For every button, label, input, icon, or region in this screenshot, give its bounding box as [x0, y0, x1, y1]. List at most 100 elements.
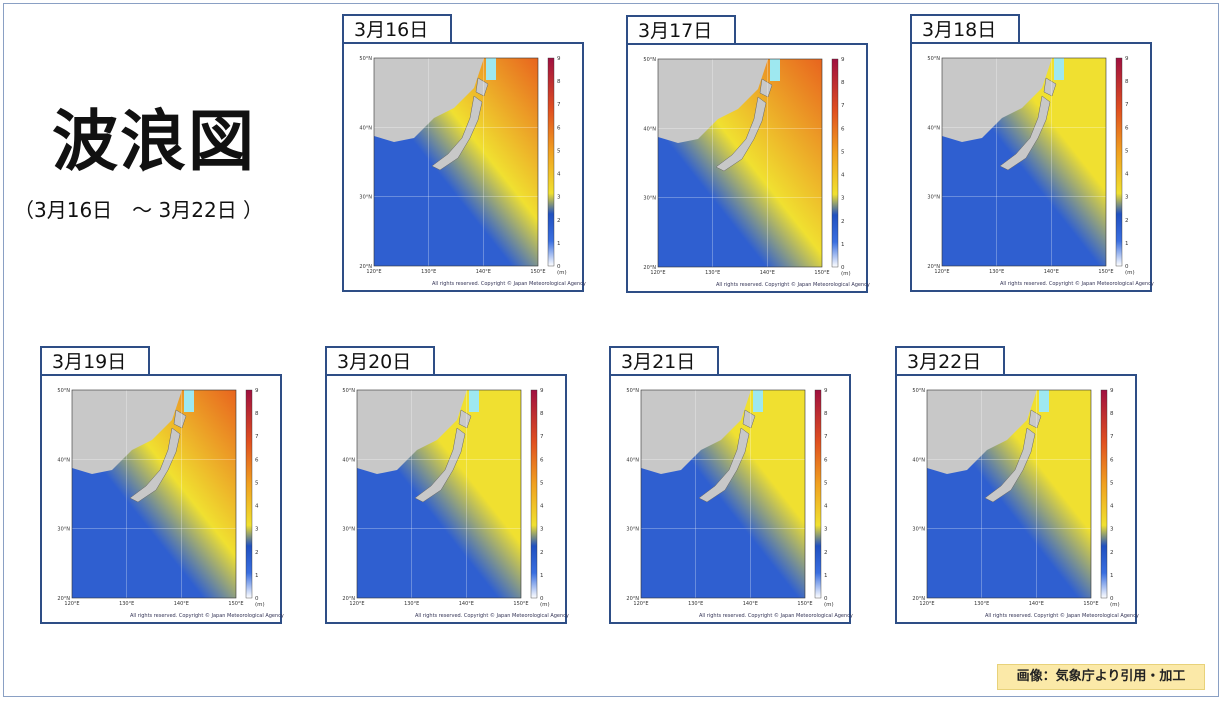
colorbar-tick-label: 5	[1125, 148, 1129, 154]
date-label: 3月19日	[40, 346, 150, 376]
lon-label: 120°E	[64, 601, 79, 607]
copyright-text: All rights reserved. Copyright © Japan M…	[716, 282, 870, 288]
lon-label: 130°E	[989, 269, 1004, 275]
lat-label: 50°N	[927, 56, 940, 62]
colorbar-tick-label: 7	[824, 434, 828, 440]
japan-land	[431, 95, 483, 171]
japan-land	[414, 427, 466, 503]
colorbar-tick-label: 3	[540, 527, 544, 533]
lon-label: 120°E	[919, 601, 934, 607]
continent-land	[72, 390, 182, 474]
date-label: 3月22日	[895, 346, 1005, 376]
lon-label: 150°E	[797, 601, 812, 607]
colorbar-tick-label: 8	[824, 411, 828, 417]
copyright-text: All rights reserved. Copyright © Japan M…	[985, 613, 1139, 619]
japan-land	[984, 427, 1036, 503]
lat-label: 20°N	[643, 265, 656, 271]
continent-land	[927, 390, 1037, 474]
lon-label: 120°E	[349, 601, 364, 607]
colorbar-tick-label: 0	[255, 596, 259, 602]
continent-land	[374, 58, 484, 142]
lon-label: 130°E	[974, 601, 989, 607]
lat-label: 30°N	[359, 195, 372, 201]
lat-label: 40°N	[912, 457, 925, 463]
colorbar-tick-label: 9	[540, 388, 544, 394]
wave-map: 50°N 40°N 30°N 20°N 120°E 130°E 140°E 150°E 9 8 7 6…	[895, 374, 1139, 624]
colorbar-tick-label: 6	[540, 457, 544, 463]
lon-label: 140°E	[1029, 601, 1044, 607]
colorbar-tick-label: 4	[255, 504, 259, 510]
sea-ice	[1039, 390, 1049, 412]
lon-label: 130°E	[421, 269, 436, 275]
colorbar	[547, 57, 555, 267]
continent-land	[658, 59, 768, 143]
colorbar-tick-label: 1	[557, 241, 561, 247]
colorbar-tick-label: 6	[1110, 457, 1114, 463]
lat-label: 40°N	[643, 126, 656, 132]
colorbar-tick-label: 5	[841, 149, 845, 155]
colorbar-tick-label: 3	[255, 527, 259, 533]
colorbar	[814, 389, 822, 599]
colorbar-tick-label: 7	[540, 434, 544, 440]
colorbar-tick-label: 9	[557, 56, 561, 62]
colorbar-tick-label: 3	[557, 195, 561, 201]
colorbar-tick-label: 2	[540, 550, 544, 556]
sea-ice	[770, 59, 780, 81]
sea-ice	[486, 58, 496, 80]
continent-land	[641, 390, 751, 474]
colorbar-tick-label: 0	[824, 596, 828, 602]
continent-land	[942, 58, 1052, 142]
colorbar	[245, 389, 253, 599]
lat-label: 50°N	[643, 57, 656, 63]
colorbar	[1115, 57, 1123, 267]
colorbar-tick-label: 2	[557, 218, 561, 224]
wave-map: 50°N 40°N 30°N 20°N 120°E 130°E 140°E 150°E 9 8 7 6…	[609, 374, 853, 624]
lat-label: 50°N	[359, 56, 372, 62]
lon-label: 140°E	[459, 601, 474, 607]
colorbar-tick-label: 2	[824, 550, 828, 556]
colorbar-tick-label: 2	[255, 550, 259, 556]
copyright-text: All rights reserved. Copyright © Japan M…	[1000, 281, 1154, 287]
lon-label: 150°E	[513, 601, 528, 607]
colorbar	[1100, 389, 1108, 599]
japan-land	[715, 96, 767, 172]
plot-border	[941, 57, 1107, 267]
colorbar-tick-label: 6	[1125, 125, 1129, 131]
lat-label: 20°N	[359, 264, 372, 270]
continent-land	[357, 390, 467, 474]
colorbar-unit: (m)	[255, 602, 265, 608]
date-label: 3月20日	[325, 346, 435, 376]
lat-label: 30°N	[57, 527, 70, 533]
colorbar-tick-label: 1	[540, 573, 544, 579]
hokkaido-land	[742, 409, 756, 429]
colorbar	[530, 389, 538, 599]
hokkaido-land	[1043, 77, 1057, 97]
lon-label: 150°E	[1098, 269, 1113, 275]
lat-label: 50°N	[626, 388, 639, 394]
plot-border	[373, 57, 539, 267]
colorbar-tick-label: 7	[255, 434, 259, 440]
colorbar-tick-label: 4	[841, 173, 845, 179]
sea-ice	[753, 390, 763, 412]
colorbar-tick-label: 0	[1110, 596, 1114, 602]
lon-label: 140°E	[760, 270, 775, 276]
lon-label: 130°E	[705, 270, 720, 276]
colorbar-tick-label: 6	[824, 457, 828, 463]
colorbar-tick-label: 8	[841, 80, 845, 86]
lat-label: 30°N	[927, 195, 940, 201]
wave-map: 50°N 40°N 30°N 20°N 120°E 130°E 140°E 150°E 9 8 7 6…	[910, 42, 1154, 292]
page-subtitle: （3月16日 ～ 3月22日 ）	[14, 198, 264, 222]
page-title: 波浪図	[52, 103, 256, 180]
lat-label: 20°N	[57, 596, 70, 602]
lat-label: 50°N	[342, 388, 355, 394]
wave-map: 50°N 40°N 30°N 20°N 120°E 130°E 140°E 150°E 9 8 7 6…	[626, 43, 870, 293]
colorbar	[831, 58, 839, 268]
colorbar-tick-label: 3	[1125, 195, 1129, 201]
lon-label: 150°E	[814, 270, 829, 276]
colorbar-tick-label: 9	[255, 388, 259, 394]
japan-land	[999, 95, 1051, 171]
lon-label: 140°E	[476, 269, 491, 275]
